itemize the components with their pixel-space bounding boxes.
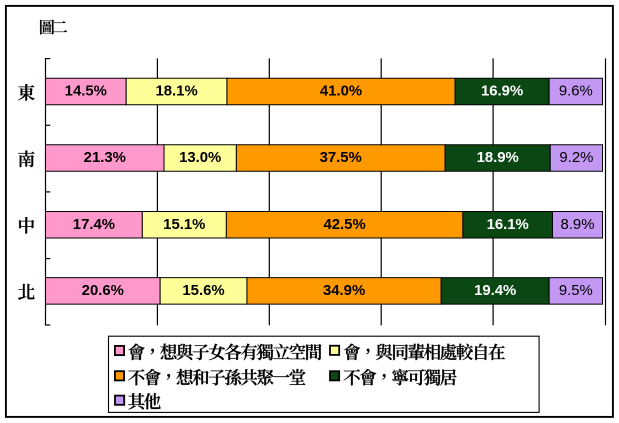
svg-text:20.6%: 20.6% [82,283,124,299]
svg-text:9.6%: 9.6% [559,84,593,100]
svg-text:16.9%: 16.9% [481,84,523,100]
svg-text:41.0%: 41.0% [320,84,362,100]
svg-text:14.5%: 14.5% [65,84,107,100]
svg-text:13.0%: 13.0% [179,150,221,166]
svg-text:9.5%: 9.5% [559,283,593,299]
svg-text:15.6%: 15.6% [182,283,224,299]
svg-text:16.1%: 16.1% [487,217,529,233]
svg-text:34.9%: 34.9% [323,283,365,299]
svg-text:18.1%: 18.1% [155,84,197,100]
svg-text:17.4%: 17.4% [73,217,115,233]
svg-text:18.9%: 18.9% [477,150,519,166]
svg-text:19.4%: 19.4% [474,283,516,299]
svg-text:42.5%: 42.5% [323,217,365,233]
svg-text:15.1%: 15.1% [163,217,205,233]
svg-text:9.2%: 9.2% [559,150,593,166]
svg-text:37.5%: 37.5% [320,150,362,166]
svg-text:8.9%: 8.9% [561,217,595,233]
svg-text:21.3%: 21.3% [84,150,126,166]
